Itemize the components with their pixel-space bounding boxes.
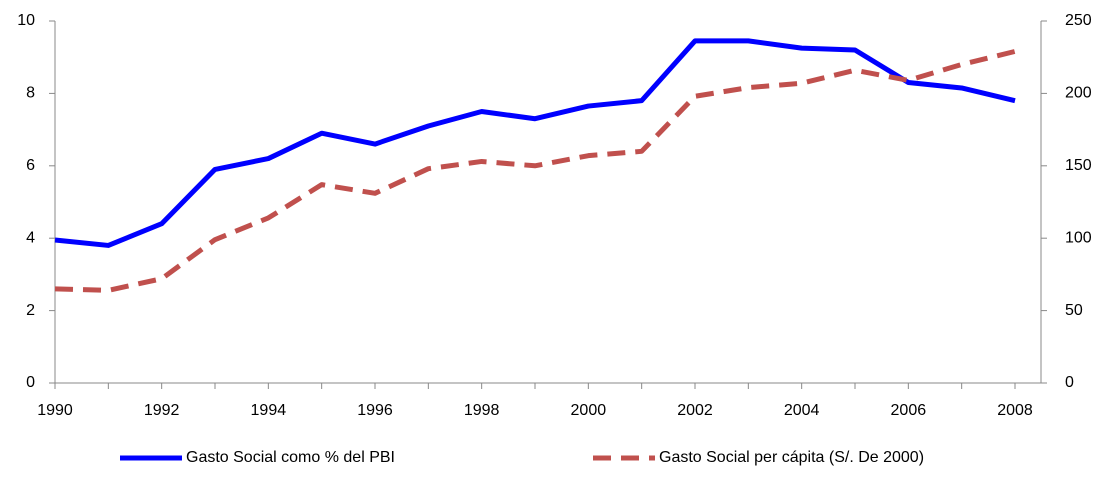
series-line (54, 38, 1016, 248)
y2-tick-label: 200 (1065, 85, 1092, 102)
x-tick-label: 1998 (464, 402, 500, 419)
x-tick-label: 2002 (677, 402, 713, 419)
y2-tick-label: 0 (1065, 374, 1074, 391)
y-tick-label: 6 (26, 157, 35, 174)
x-tick-label: 1996 (357, 402, 393, 419)
y2-tick-label: 50 (1065, 302, 1083, 319)
y-tick-label: 2 (26, 302, 35, 319)
x-tick-label: 2008 (997, 402, 1033, 419)
series-line (54, 48, 1016, 293)
x-tick-label: 2004 (784, 402, 820, 419)
y-tick-label: 10 (17, 12, 35, 29)
x-tick-label: 2000 (571, 402, 607, 419)
y2-tick-label: 100 (1065, 229, 1092, 246)
y2-tick-label: 150 (1065, 157, 1092, 174)
legend-label: Gasto Social como % del PBI (186, 449, 395, 466)
y-tick-label: 4 (26, 229, 35, 246)
y-tick-label: 0 (26, 374, 35, 391)
x-tick-label: 1994 (251, 402, 287, 419)
x-tick-label: 1992 (144, 402, 180, 419)
x-tick-label: 2006 (891, 402, 927, 419)
y-tick-label: 8 (26, 85, 35, 102)
legend-label: Gasto Social per cápita (S/. De 2000) (659, 449, 924, 466)
x-tick-label: 1990 (37, 402, 73, 419)
y2-tick-label: 250 (1065, 12, 1092, 29)
